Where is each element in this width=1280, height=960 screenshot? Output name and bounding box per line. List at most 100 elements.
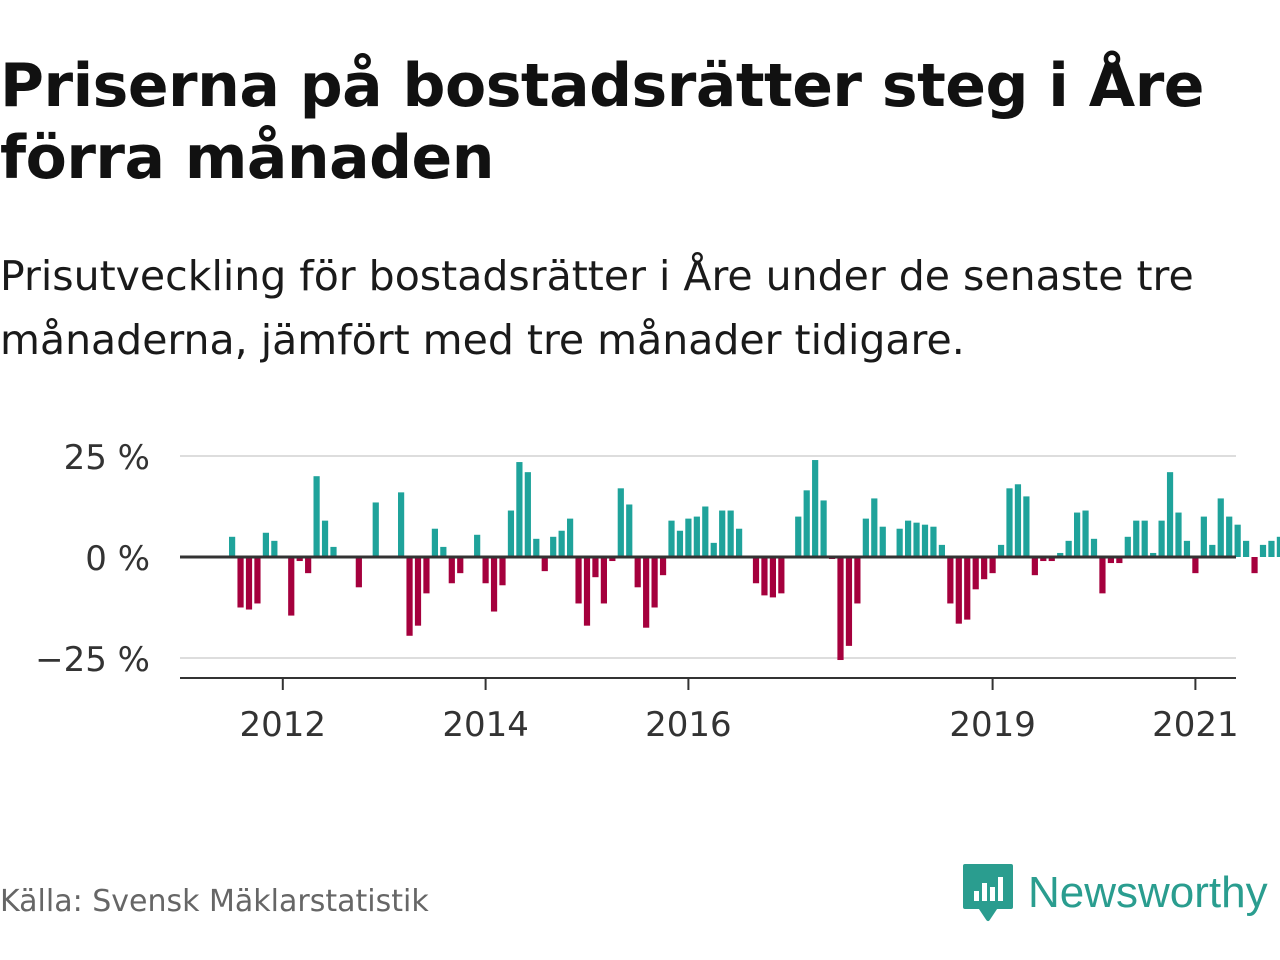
bar xyxy=(1057,552,1064,557)
bar xyxy=(938,544,945,557)
bar xyxy=(313,476,320,557)
bar xyxy=(1074,512,1081,557)
source-note: Källa: Svensk Mäklarstatistik xyxy=(0,884,429,919)
bar xyxy=(778,557,785,594)
bar xyxy=(1234,524,1241,557)
bar xyxy=(862,518,869,557)
bar xyxy=(414,557,422,626)
bar xyxy=(288,557,295,616)
bar xyxy=(1175,512,1182,557)
bar xyxy=(803,490,810,557)
bar xyxy=(634,557,641,588)
y-tick-label: −25 % xyxy=(35,640,150,680)
brand-name: Newsworthy xyxy=(1028,868,1268,917)
bar xyxy=(474,534,481,557)
bar xyxy=(1040,557,1047,562)
bar xyxy=(448,557,455,584)
newsworthy-logo-icon xyxy=(963,864,1013,921)
bar xyxy=(1065,540,1072,557)
grid-lines xyxy=(180,455,1236,659)
bar xyxy=(1150,552,1157,557)
bar xyxy=(516,462,523,557)
bar xyxy=(541,557,548,572)
bar xyxy=(490,557,498,612)
bar xyxy=(1014,484,1022,557)
bar xyxy=(406,557,413,636)
bar xyxy=(440,546,447,557)
bar xyxy=(237,557,244,608)
bar xyxy=(1107,557,1114,564)
bar xyxy=(905,520,912,557)
bar xyxy=(355,557,362,588)
bar xyxy=(997,544,1005,557)
bar xyxy=(845,557,853,646)
bar xyxy=(321,520,329,557)
bar xyxy=(685,518,692,557)
bar xyxy=(719,510,726,557)
bar xyxy=(558,530,565,557)
bar xyxy=(575,557,582,604)
bar xyxy=(626,504,633,557)
bar xyxy=(752,557,760,584)
bar xyxy=(1090,538,1098,557)
bar xyxy=(550,536,557,557)
bar xyxy=(262,532,269,557)
bar xyxy=(1166,472,1174,557)
bar xyxy=(583,557,591,626)
bar xyxy=(229,536,236,557)
bar xyxy=(1048,557,1055,562)
axes xyxy=(180,555,1236,690)
bar xyxy=(1209,544,1216,557)
bar xyxy=(1243,540,1250,557)
bar xyxy=(1099,557,1106,594)
bar xyxy=(1141,520,1148,557)
bar xyxy=(1276,536,1280,557)
bar xyxy=(947,557,954,604)
bar xyxy=(1268,540,1275,557)
bar xyxy=(736,528,743,557)
bar xyxy=(1183,540,1191,557)
bar xyxy=(964,557,971,620)
bar xyxy=(507,510,515,557)
bar-chart: 25 %0 %−25 %201220142016201920212023 2 % xyxy=(35,438,1280,745)
bar xyxy=(702,506,709,557)
bar xyxy=(372,502,379,557)
bar xyxy=(930,526,937,557)
bar xyxy=(398,492,405,557)
bar xyxy=(431,528,438,557)
bars xyxy=(229,460,1280,661)
bar xyxy=(1158,520,1165,557)
bar xyxy=(795,516,802,557)
x-tick-label: 2019 xyxy=(949,705,1036,745)
bar xyxy=(693,516,700,557)
bar xyxy=(710,542,717,557)
bar xyxy=(820,500,827,557)
bar xyxy=(600,557,607,604)
bar xyxy=(1116,557,1123,564)
axis-labels: 25 %0 %−25 %201220142016201920212023 xyxy=(35,438,1239,745)
bar xyxy=(643,557,650,628)
bar xyxy=(567,518,574,557)
y-tick-label: 25 % xyxy=(64,438,150,478)
bar xyxy=(457,557,464,574)
bar xyxy=(761,557,768,596)
x-tick-label: 2021 xyxy=(1152,705,1239,745)
bar xyxy=(1006,488,1013,557)
bar xyxy=(651,557,658,608)
bar xyxy=(989,557,996,574)
bar xyxy=(330,546,337,557)
bar xyxy=(617,488,624,557)
x-tick-label: 2012 xyxy=(240,705,327,745)
bar xyxy=(609,557,616,562)
bar xyxy=(1200,516,1207,557)
bar xyxy=(727,510,734,557)
bar xyxy=(592,557,599,578)
bar xyxy=(305,557,312,574)
bar xyxy=(913,522,920,557)
bar xyxy=(981,557,988,580)
bar xyxy=(1023,496,1030,557)
brand-logo[interactable]: Newsworthy xyxy=(962,862,1268,924)
bar xyxy=(1259,544,1267,557)
x-tick-label: 2014 xyxy=(442,705,529,745)
bar xyxy=(955,557,962,624)
